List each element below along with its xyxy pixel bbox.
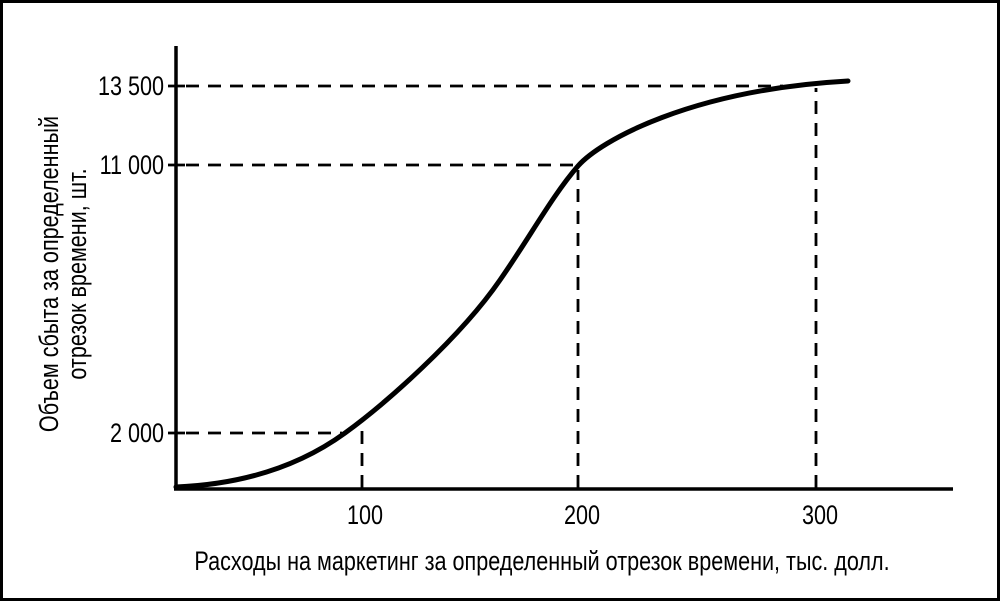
ytick-13500-label: 13 500 (98, 72, 164, 102)
sales-curve (173, 78, 851, 490)
xtick-300-label: 300 (802, 501, 838, 531)
x-axis-title: Расходы на маркетинг за определенный отр… (194, 547, 889, 577)
y-axis-title-line1: Объем сбыта за определенный (35, 116, 65, 432)
xtick-200-label: 200 (564, 501, 600, 531)
xtick-100-label: 100 (347, 501, 383, 531)
y-axis-title-line2: отрезок времени, шт. (63, 168, 93, 379)
ytick-2000-label: 2 000 (110, 419, 164, 449)
ytick-11000-label: 11 000 (100, 151, 164, 181)
